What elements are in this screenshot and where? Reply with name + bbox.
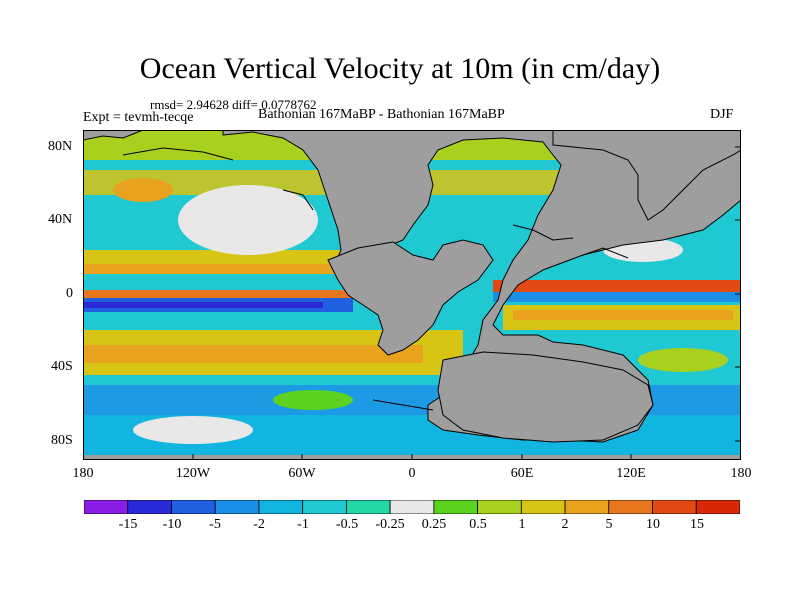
colorbar-box [214,500,260,514]
colorbar-box [389,500,435,514]
coastline-fragment [282,189,314,211]
land-laurasia-east [552,130,741,221]
colorbar-label: -5 [209,517,221,532]
coastline-fragment [372,399,434,411]
colorbar-box [520,500,566,514]
colorbar-label: -2 [253,517,265,532]
field-eq-s-tethys-core [513,310,733,320]
colorbar-label: -1 [297,517,309,532]
field-pos-s [273,390,353,410]
field-zero-s-pacific [133,416,253,444]
axis-ticks [192,146,741,460]
colorbar-box [127,500,172,514]
land-nw-edge [83,130,144,141]
colorbar-label: -10 [162,517,182,532]
lon-label-60w: 60W [288,466,316,481]
period-label: Bathonian 167MaBP - Bathonian 167MaBP [258,107,505,122]
coastline-fragment [582,247,629,259]
colorbar-label: 0.25 [421,517,447,532]
field-band-n-tropics-core [83,264,343,274]
field-zero-n-pacific [178,185,318,255]
field-eq-pos-pacific [83,290,353,298]
colorbar-box [302,500,347,514]
colorbar-box [695,500,740,514]
experiment-label: Expt = tevmh-tecqe [83,110,194,125]
lon-label-120w: 120W [175,466,211,481]
field-pos-se [638,348,728,372]
colorbar-box [608,500,653,514]
coastline-fragment [512,224,574,241]
lon-label-0: 0 [408,466,416,481]
colorbar-box [345,500,391,514]
colorbar-label: 15 [690,517,704,532]
velocity-map [83,130,741,460]
colorbar-label: -15 [118,517,138,532]
lon-label-120e: 120E [616,466,646,481]
colorbar-box [171,500,216,514]
field-eq-neg-tethys [493,292,741,302]
colorbar-box [564,500,610,514]
colorbar-box [84,500,129,514]
land-gondwana-east [437,351,654,443]
lat-label-40s: 40S [51,359,73,374]
map-title: Ocean Vertical Velocity at 10m (in cm/da… [139,52,661,85]
lat-label-80s: 80S [51,433,73,448]
lon-label-180w: 180 [72,466,94,481]
field-band-n-tropics [83,250,383,264]
coastline-fragment [122,147,234,161]
colorbar-label: 0.5 [469,517,487,532]
colorbar-box [477,500,522,514]
colorbar-label: 10 [646,517,660,532]
lat-label-eq: 0 [66,286,73,301]
colorbar-box [652,500,697,514]
field-pos-nw [113,178,173,202]
colorbar-box [258,500,304,514]
lat-label-40n: 40N [48,212,73,227]
colorbar [84,500,740,514]
field-eq-pos-tethys [493,280,741,292]
colorbar-label: 2 [561,517,569,532]
field-eq-strong-neg [83,302,323,308]
colorbar-label: 1 [518,517,526,532]
colorbar-label: -0.25 [375,517,405,532]
lon-label-180e: 180 [730,466,752,481]
season-label: DJF [710,107,734,122]
field-band-s-midlat-core [83,345,423,363]
land-gondwana-west [327,239,494,356]
lat-label-80n: 80N [48,139,73,154]
lon-label-60e: 60E [510,466,534,481]
stats-text: rmsd= 2.94628 diff= 0.0778762 [150,97,317,112]
colorbar-box [433,500,478,514]
colorbar-label: 5 [605,517,613,532]
colorbar-label: -0.5 [335,517,359,532]
